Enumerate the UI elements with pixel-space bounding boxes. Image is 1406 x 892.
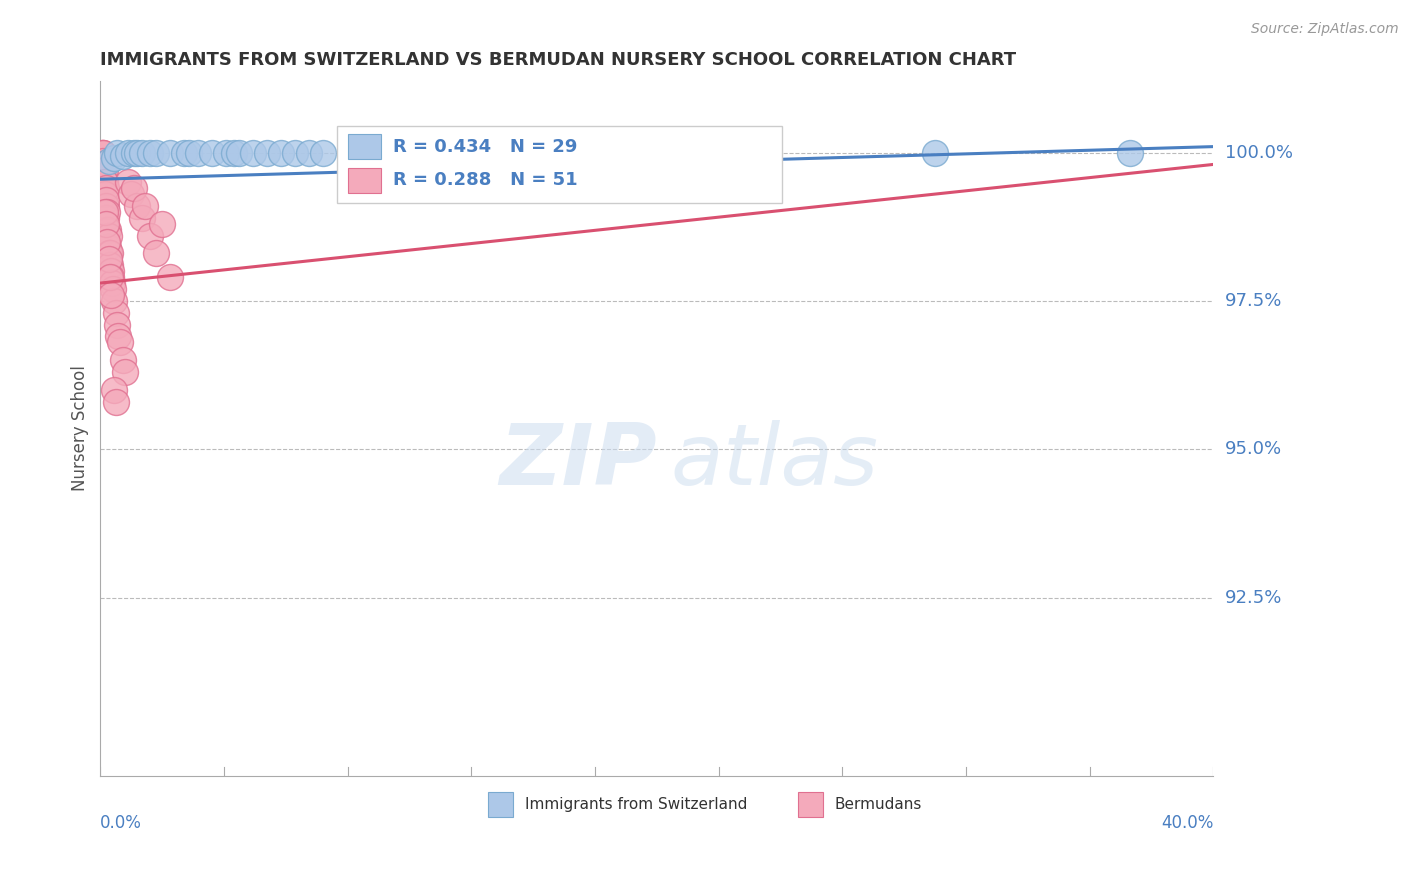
Point xyxy=(256,145,278,160)
Point xyxy=(131,211,153,225)
Point xyxy=(97,222,120,236)
Text: R = 0.434   N = 29: R = 0.434 N = 29 xyxy=(392,137,576,155)
Y-axis label: Nursery School: Nursery School xyxy=(72,366,89,491)
Point xyxy=(101,282,124,296)
Point xyxy=(125,199,148,213)
Point xyxy=(117,145,139,160)
Point xyxy=(117,175,139,189)
Point xyxy=(96,211,118,225)
Point xyxy=(134,199,156,213)
Point xyxy=(104,306,127,320)
Text: 92.5%: 92.5% xyxy=(1225,589,1282,607)
Point xyxy=(97,154,120,169)
Text: Immigrants from Switzerland: Immigrants from Switzerland xyxy=(524,797,747,813)
Point xyxy=(93,157,115,171)
Point xyxy=(139,145,162,160)
Point xyxy=(105,145,128,160)
Point xyxy=(98,258,121,272)
Point xyxy=(103,293,125,308)
Text: R = 0.288   N = 51: R = 0.288 N = 51 xyxy=(392,171,578,189)
Point xyxy=(367,145,389,160)
Point xyxy=(103,152,125,166)
Point xyxy=(228,145,250,160)
Point xyxy=(111,148,134,162)
Point xyxy=(222,145,245,160)
Point xyxy=(96,235,118,249)
Point xyxy=(97,246,120,260)
Text: 95.0%: 95.0% xyxy=(1225,440,1282,458)
Point xyxy=(94,181,117,195)
Point xyxy=(93,163,115,178)
Point xyxy=(93,175,115,189)
Text: ZIP: ZIP xyxy=(499,419,657,502)
Text: 0.0%: 0.0% xyxy=(100,814,142,832)
Point xyxy=(104,394,127,409)
Point xyxy=(98,246,121,260)
Point xyxy=(122,145,145,160)
Point xyxy=(94,199,117,213)
Point xyxy=(93,205,115,219)
Point xyxy=(139,228,162,243)
Point xyxy=(131,145,153,160)
Point xyxy=(93,169,115,184)
Point xyxy=(94,187,117,202)
Point xyxy=(98,270,121,285)
Point xyxy=(108,335,131,350)
Point xyxy=(97,228,120,243)
Text: 97.5%: 97.5% xyxy=(1225,292,1282,310)
Point xyxy=(173,145,195,160)
Point xyxy=(924,145,946,160)
Text: 100.0%: 100.0% xyxy=(1225,144,1292,161)
Point xyxy=(114,365,136,379)
Point xyxy=(270,145,292,160)
Bar xyxy=(349,134,381,159)
Text: Source: ZipAtlas.com: Source: ZipAtlas.com xyxy=(1251,22,1399,37)
Point xyxy=(94,175,117,189)
Point xyxy=(201,145,224,160)
Bar xyxy=(349,168,381,193)
Point xyxy=(179,145,201,160)
Text: 40.0%: 40.0% xyxy=(1161,814,1213,832)
Point xyxy=(100,264,122,278)
Point xyxy=(120,187,142,202)
Point xyxy=(91,154,114,169)
Point xyxy=(91,145,114,160)
Point xyxy=(103,383,125,397)
Point xyxy=(125,145,148,160)
Point xyxy=(284,145,307,160)
Point xyxy=(150,217,173,231)
Point xyxy=(122,181,145,195)
Point xyxy=(100,270,122,285)
Point xyxy=(1119,145,1142,160)
Point xyxy=(96,205,118,219)
Point xyxy=(101,276,124,290)
Point xyxy=(90,145,112,160)
Point xyxy=(312,145,335,160)
Point xyxy=(214,145,236,160)
Text: Bermudans: Bermudans xyxy=(834,797,921,813)
Point xyxy=(91,145,114,160)
Point xyxy=(159,145,181,160)
Point xyxy=(96,222,118,236)
Point xyxy=(96,193,118,207)
Point xyxy=(702,145,724,160)
Point xyxy=(159,270,181,285)
Text: IMMIGRANTS FROM SWITZERLAND VS BERMUDAN NURSERY SCHOOL CORRELATION CHART: IMMIGRANTS FROM SWITZERLAND VS BERMUDAN … xyxy=(100,51,1017,69)
Point xyxy=(506,145,529,160)
Point xyxy=(97,240,120,254)
Point xyxy=(145,246,167,260)
Point xyxy=(100,288,122,302)
Point xyxy=(97,252,120,267)
Point xyxy=(105,318,128,332)
Point xyxy=(111,353,134,368)
Point xyxy=(242,145,264,160)
Point xyxy=(94,217,117,231)
Point xyxy=(187,145,209,160)
Point xyxy=(107,329,129,343)
FancyBboxPatch shape xyxy=(337,126,782,203)
Text: atlas: atlas xyxy=(671,419,879,502)
Point xyxy=(298,145,321,160)
Point xyxy=(145,145,167,160)
